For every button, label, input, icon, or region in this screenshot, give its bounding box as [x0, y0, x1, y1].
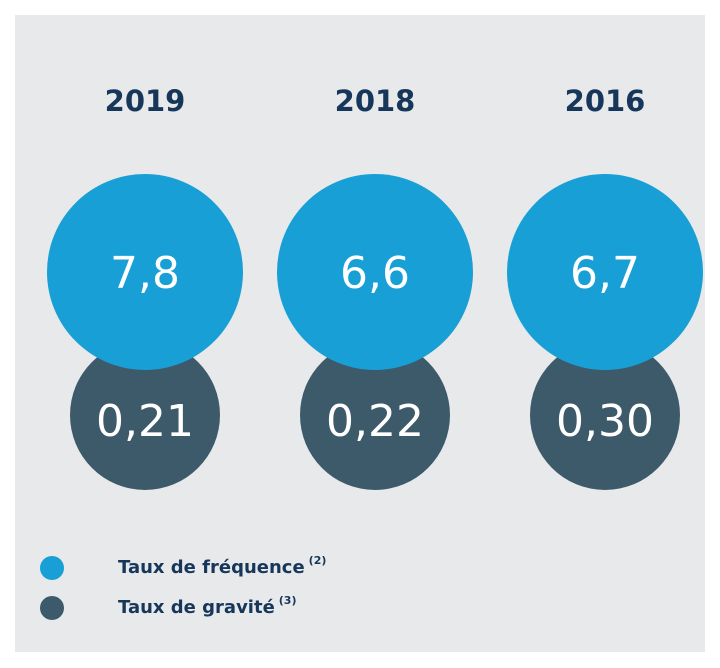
frequence-value: 6,6 — [340, 248, 410, 299]
gravite-value: 0,21 — [96, 396, 194, 447]
legend-label: Taux de gravité (3) — [118, 594, 297, 618]
gravite-value: 0,22 — [326, 396, 424, 447]
gravite-circle — [70, 340, 220, 490]
frequence-circle — [507, 174, 703, 370]
frequence-value: 7,8 — [110, 248, 180, 299]
legend-dot — [40, 556, 64, 580]
frequence-circle — [277, 174, 473, 370]
gravite-value: 0,30 — [556, 396, 654, 447]
legend-text: Taux de fréquence — [118, 557, 305, 578]
legend-text: Taux de gravité — [118, 597, 275, 618]
gravite-circle — [300, 340, 450, 490]
frequence-circle — [47, 174, 243, 370]
legend-note: (2) — [309, 554, 327, 567]
legend-label: Taux de fréquence (2) — [118, 554, 326, 578]
year-label: 2019 — [105, 84, 186, 118]
year-label: 2016 — [565, 84, 646, 118]
legend-note: (3) — [279, 594, 297, 607]
frequence-value: 6,7 — [570, 248, 640, 299]
legend-dot — [40, 596, 64, 620]
year-label: 2018 — [335, 84, 416, 118]
gravite-circle — [530, 340, 680, 490]
